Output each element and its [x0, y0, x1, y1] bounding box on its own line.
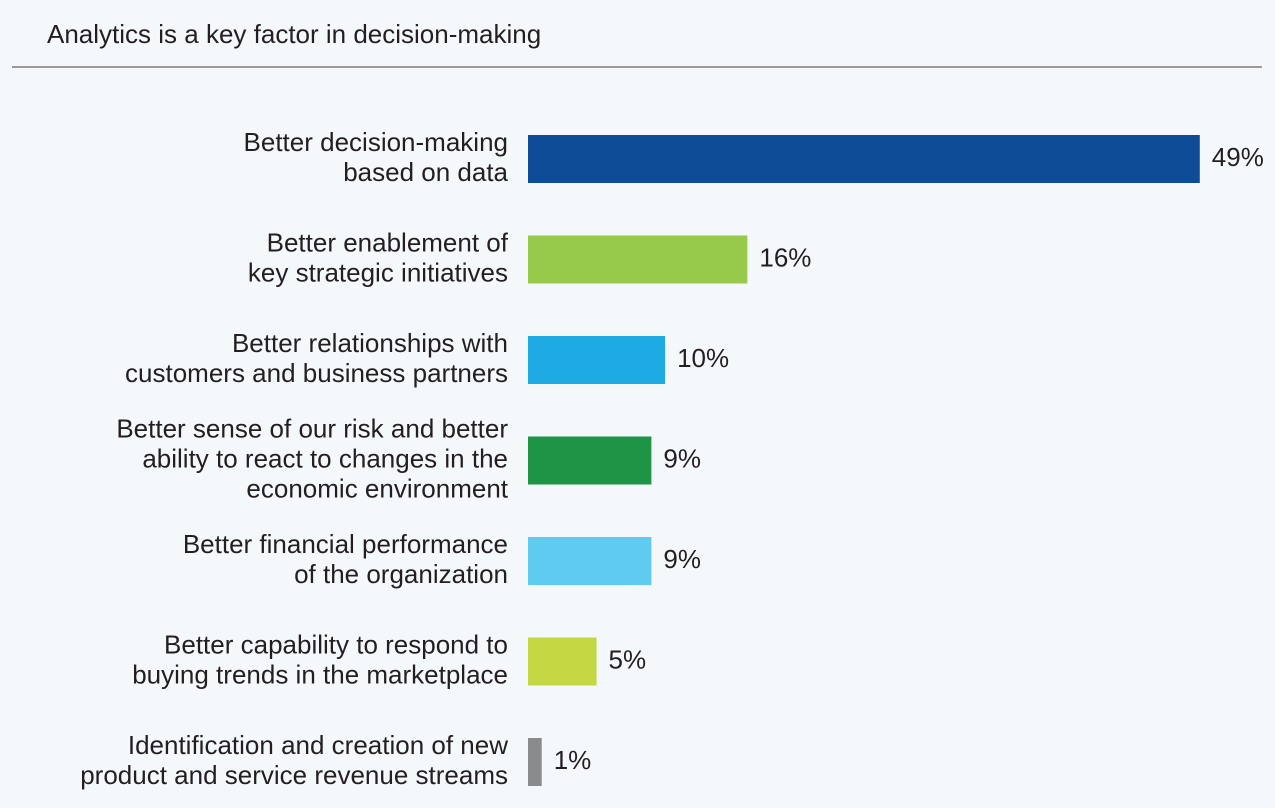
value-label: 9%: [663, 443, 701, 473]
category-label: Better relationships with: [232, 328, 508, 358]
value-label: 10%: [677, 343, 729, 373]
bar: [528, 537, 652, 585]
category-label: Better capability to respond to: [164, 629, 508, 659]
value-label: 1%: [554, 745, 592, 775]
category-label: Better enablement of: [267, 227, 509, 257]
bar: [528, 436, 652, 485]
category-label: Better sense of our risk and better: [116, 413, 508, 443]
value-label: 49%: [1212, 142, 1264, 172]
category-label: key strategic initiatives: [248, 257, 508, 287]
value-label: 16%: [759, 242, 811, 272]
category-label: based on data: [343, 157, 508, 187]
category-label: customers and business partners: [125, 358, 508, 388]
category-label: buying trends in the marketplace: [132, 659, 508, 689]
bar: [528, 637, 597, 686]
bar: [528, 135, 1200, 183]
category-label: of the organization: [294, 559, 508, 589]
bar: [528, 336, 666, 384]
category-label: Better decision-making: [244, 127, 508, 157]
value-label: 9%: [663, 544, 701, 574]
bar: [528, 235, 748, 284]
category-label: product and service revenue streams: [80, 760, 508, 790]
category-label: Identification and creation of new: [128, 730, 508, 760]
chart-title: Analytics is a key factor in decision-ma…: [47, 19, 541, 49]
category-label: Better financial performance: [183, 529, 508, 559]
category-label: economic environment: [246, 473, 508, 503]
bar: [528, 738, 542, 786]
value-label: 5%: [609, 644, 647, 674]
category-label: ability to react to changes in the: [142, 443, 508, 473]
